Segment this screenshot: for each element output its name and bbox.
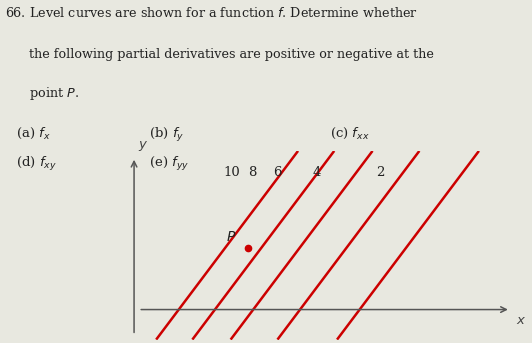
- Text: 6: 6: [273, 166, 282, 179]
- Text: (a) $f_x$: (a) $f_x$: [16, 126, 51, 141]
- Text: 4: 4: [313, 166, 321, 179]
- Text: the following partial derivatives are positive or negative at the: the following partial derivatives are po…: [5, 48, 434, 61]
- Text: 66. Level curves are shown for a function $f$. Determine whether: 66. Level curves are shown for a functio…: [5, 7, 418, 21]
- Text: point $P$.: point $P$.: [5, 85, 79, 103]
- Text: (c) $f_{xx}$: (c) $f_{xx}$: [330, 126, 370, 141]
- Text: 2: 2: [376, 166, 384, 179]
- Text: $P$: $P$: [226, 230, 236, 244]
- Text: $x$: $x$: [516, 314, 526, 327]
- Text: $y$: $y$: [138, 140, 148, 154]
- Text: 10: 10: [223, 166, 240, 179]
- Text: 8: 8: [248, 166, 256, 179]
- Text: (d) $f_{xy}$: (d) $f_{xy}$: [16, 155, 57, 173]
- Text: (b) $f_y$: (b) $f_y$: [149, 126, 184, 144]
- Text: (e) $f_{yy}$: (e) $f_{yy}$: [149, 155, 189, 173]
